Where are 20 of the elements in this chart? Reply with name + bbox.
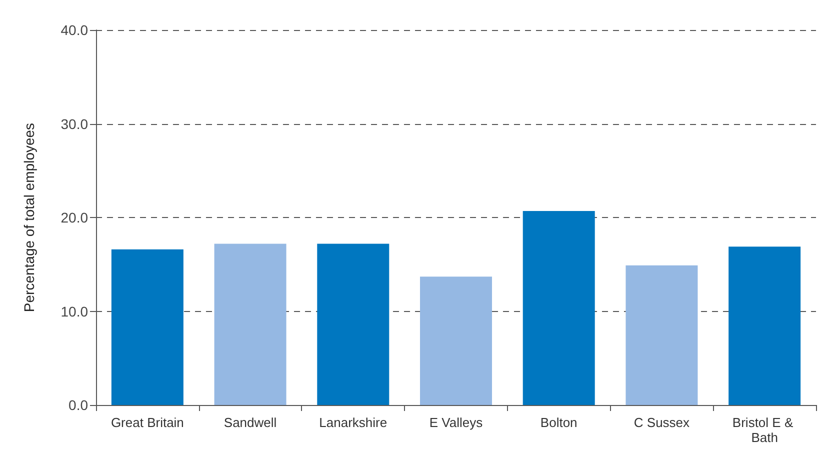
bar	[626, 265, 698, 405]
x-tick-label: Lanarkshire	[319, 415, 388, 430]
x-tick-label: Sandwell	[224, 415, 277, 430]
x-tick-label: Bristol E & Bath	[732, 415, 797, 445]
bar	[317, 244, 390, 405]
bar	[522, 210, 595, 405]
bar	[728, 246, 801, 405]
x-tick-label: E Valleys	[429, 415, 484, 430]
x-tick-label: C Sussex	[634, 415, 690, 430]
bar	[214, 244, 286, 405]
y-tick-label: 10.0	[60, 303, 88, 320]
y-tick-label: 0.0	[68, 397, 88, 413]
y-tick-label: 20.0	[60, 210, 88, 226]
y-tick-label: 30.0	[60, 116, 88, 132]
y-tick-label: 40.0	[60, 22, 88, 38]
x-tick-label: Great Britain	[110, 415, 184, 430]
x-tick-label: Bolton	[540, 415, 578, 430]
bar	[111, 249, 184, 405]
y-axis-title: Percentage of total employees	[21, 122, 37, 312]
bar	[420, 276, 492, 405]
